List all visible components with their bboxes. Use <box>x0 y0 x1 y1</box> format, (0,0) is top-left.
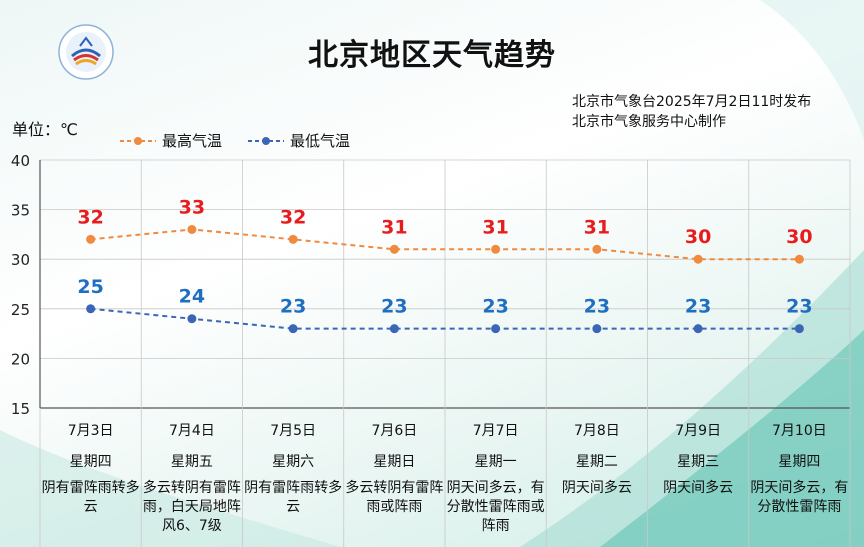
weather-description: 阴天间多云 <box>561 480 632 496</box>
weather-description: 阴有雷阵雨转多云 <box>41 480 140 515</box>
legend-low-swatch <box>248 136 285 145</box>
data-point-1-5 <box>592 324 602 334</box>
date-label: 7月9日 <box>675 423 722 439</box>
publisher-line-1: 北京市气象台2025年7月2日11时发布 <box>572 94 812 110</box>
data-label-0-5: 31 <box>584 216 610 238</box>
data-point-1-7 <box>794 324 804 334</box>
y-tick-label: 25 <box>11 301 30 319</box>
date-label: 7月8日 <box>573 423 620 439</box>
publisher-line-2: 北京市气象服务中心制作 <box>572 114 726 130</box>
data-point-1-0 <box>86 304 96 314</box>
legend-item-low: 最低气温 <box>248 130 350 151</box>
y-tick-label: 35 <box>11 202 30 220</box>
data-label-0-7: 30 <box>786 226 812 248</box>
weather-description: 多云转阴有雷阵雨，白天局地阵风6、7级 <box>142 480 241 534</box>
data-point-0-0 <box>86 234 96 244</box>
data-point-1-3 <box>389 324 399 334</box>
data-point-0-4 <box>491 244 501 254</box>
data-point-1-2 <box>288 324 298 334</box>
date-label: 7月5日 <box>270 423 317 439</box>
data-point-1-4 <box>491 324 501 334</box>
y-tick-label: 15 <box>11 400 30 418</box>
date-label: 7月4日 <box>168 423 215 439</box>
data-point-1-1 <box>187 314 197 324</box>
weather-description: 多云转阴有雷阵雨或阵雨 <box>345 480 444 515</box>
data-point-0-6 <box>693 254 703 264</box>
unit-label: 单位：℃ <box>12 120 78 139</box>
data-label-0-1: 33 <box>179 196 205 218</box>
data-point-1-6 <box>693 324 703 334</box>
series-line-0 <box>90 228 800 261</box>
weather-description: 阴天间多云 <box>663 480 734 496</box>
weekday-label: 星期四 <box>778 454 821 470</box>
page-title: 北京地区天气趋势 <box>308 38 556 73</box>
weekday-label: 星期五 <box>170 454 213 470</box>
legend-high-swatch <box>120 136 156 145</box>
weather-description: 阴有雷阵雨转多云 <box>244 480 343 515</box>
y-tick-label: 30 <box>11 251 30 269</box>
weekday-label: 星期一 <box>474 454 517 470</box>
y-tick-label: 20 <box>11 350 30 368</box>
series-line-1 <box>90 307 800 330</box>
data-label-1-6: 23 <box>685 296 711 318</box>
weekday-label: 星期三 <box>677 454 720 470</box>
data-point-0-1 <box>187 224 197 234</box>
meteorological-service-logo-icon <box>58 24 114 80</box>
data-label-1-1: 24 <box>179 286 205 308</box>
data-label-1-4: 23 <box>482 296 508 318</box>
data-label-1-2: 23 <box>280 296 306 318</box>
data-point-0-2 <box>288 234 298 244</box>
data-label-1-0: 25 <box>77 276 103 298</box>
legend-high-label: 最高气温 <box>162 132 223 150</box>
weekday-label: 星期二 <box>575 454 618 470</box>
weekday-label: 星期六 <box>272 454 315 470</box>
weekday-label: 星期日 <box>373 454 416 470</box>
legend-low-label: 最低气温 <box>290 132 351 150</box>
date-label: 7月7日 <box>472 423 519 439</box>
y-tick-label: 40 <box>11 152 30 170</box>
legend-item-high: 最高气温 <box>120 130 222 151</box>
data-label-1-3: 23 <box>381 296 407 318</box>
date-label: 7月10日 <box>772 423 827 439</box>
data-label-0-3: 31 <box>381 216 407 238</box>
data-label-0-4: 31 <box>482 216 508 238</box>
date-label: 7月3日 <box>67 423 114 439</box>
data-label-0-6: 30 <box>685 226 711 248</box>
data-point-0-3 <box>389 244 399 254</box>
data-point-0-7 <box>794 254 804 264</box>
date-label: 7月6日 <box>371 423 418 439</box>
weather-description: 阴天间多云，有分散性雷阵雨 <box>750 480 849 515</box>
data-label-1-5: 23 <box>584 296 610 318</box>
data-label-0-0: 32 <box>77 206 103 228</box>
weekday-label: 星期四 <box>69 454 112 470</box>
data-label-0-2: 32 <box>280 206 306 228</box>
data-label-1-7: 23 <box>786 296 812 318</box>
chart-legend: 最高气温 最低气温 <box>120 130 376 151</box>
weather-description: 阴天间多云，有分散性雷阵雨或阵雨 <box>446 480 545 534</box>
publisher-info: 北京市气象台2025年7月2日11时发布 北京市气象服务中心制作 <box>572 92 811 132</box>
data-point-0-5 <box>592 244 602 254</box>
